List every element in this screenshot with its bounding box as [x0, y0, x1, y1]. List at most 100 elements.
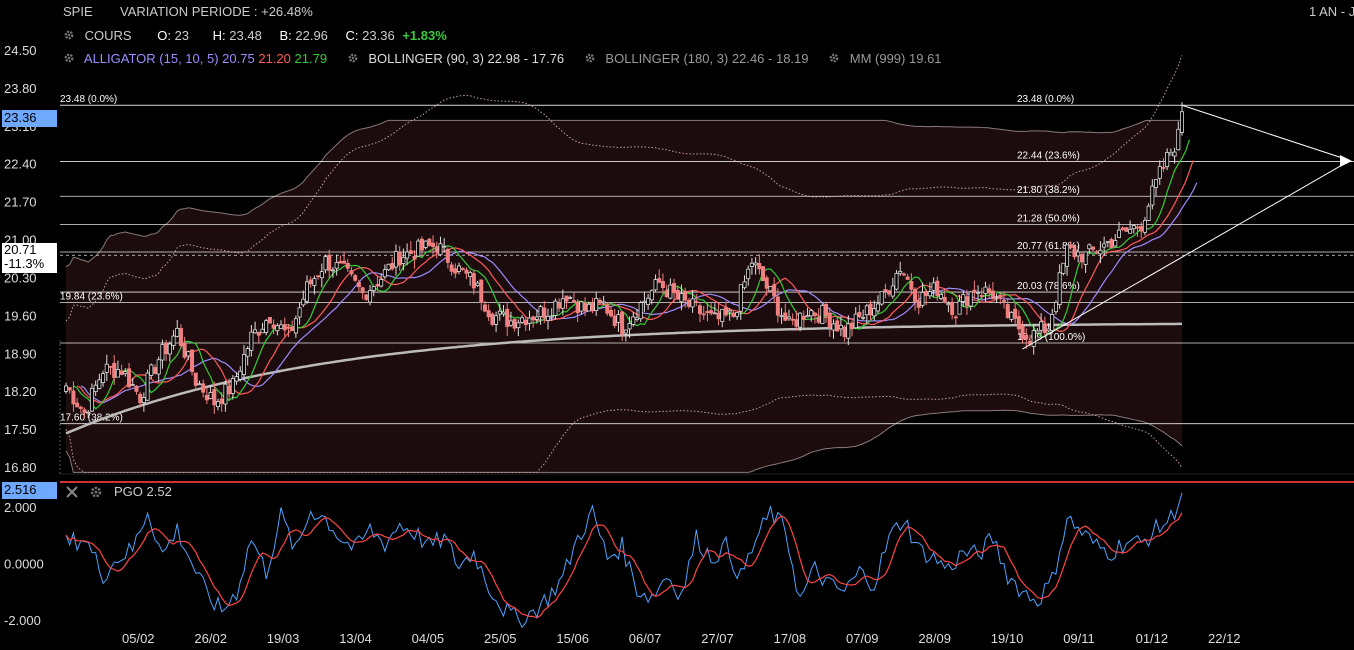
candle-body [842, 327, 847, 338]
x-tick-label: 28/09 [918, 631, 951, 646]
gear-icon[interactable] [63, 52, 75, 64]
candle-body [145, 372, 150, 401]
candle-body [779, 315, 784, 318]
candle-body [260, 328, 265, 334]
candle-body [449, 264, 454, 272]
candle-body [1168, 152, 1173, 156]
pgo-label: PGO 2.52 [114, 484, 172, 499]
candle-body [1146, 205, 1151, 221]
y-tick-label: 16.80 [4, 460, 37, 475]
candle-body [898, 270, 903, 274]
candle-body [694, 300, 699, 304]
candle-body [301, 298, 306, 306]
candle-body [827, 312, 832, 328]
candle-body [950, 301, 955, 315]
candle-body [312, 278, 317, 286]
candle-body [141, 397, 146, 403]
candle-body [123, 371, 128, 375]
candle-body [916, 300, 921, 308]
y-tick-label: 18.90 [4, 346, 37, 361]
candle-body [101, 373, 106, 383]
candle-body [201, 383, 206, 393]
candle-body [304, 281, 309, 302]
trendline-support [1022, 160, 1351, 350]
candle-body [742, 281, 747, 289]
candle-body [342, 260, 347, 264]
candle-body [316, 275, 321, 278]
candle-body [89, 387, 94, 412]
candle-body [1142, 219, 1147, 233]
candle-body [249, 331, 254, 351]
period-label[interactable]: 1 AN - J [1309, 4, 1354, 19]
gear-icon[interactable] [828, 52, 840, 64]
candle-body [953, 316, 958, 319]
candle-body [1002, 299, 1007, 302]
candle-body [835, 320, 840, 332]
bollinger-90-upper [65, 55, 1183, 322]
candle-body [575, 301, 580, 314]
gear-icon[interactable] [89, 485, 103, 499]
candle-body [683, 291, 688, 301]
candle-body [879, 291, 884, 305]
y-tick-label: 24.50 [4, 43, 37, 58]
candle-body [720, 308, 725, 323]
candle-body [812, 312, 817, 317]
candle-body [479, 279, 484, 303]
candle-body [968, 291, 973, 307]
candle-body [564, 295, 569, 302]
candle-body [230, 378, 235, 394]
candle-body [1150, 185, 1155, 206]
candle-body [516, 322, 521, 329]
candle-body [846, 323, 851, 339]
candle-body [924, 290, 929, 297]
candle-body [1109, 239, 1114, 249]
x-tick-label: 19/10 [991, 631, 1024, 646]
variation-label: VARIATION PERIODE : +26.48% [120, 4, 313, 19]
close-icon[interactable] [65, 485, 79, 499]
pgo-last-tag: 2.516 [2, 482, 57, 499]
candle-body [104, 363, 109, 373]
candle-body [1005, 304, 1010, 318]
candle-body [1116, 229, 1121, 238]
candle-body [490, 313, 495, 325]
candle-body [234, 376, 239, 382]
candle-body [668, 284, 673, 299]
candle-body [442, 245, 447, 248]
x-tick-label: 25/05 [484, 631, 517, 646]
candle-body [182, 343, 187, 358]
candle-body [850, 322, 855, 330]
cours-legend: COURS O: 23 H: 23.48 B: 22.96 C: 23.36 +… [63, 28, 447, 43]
candle-body [408, 250, 413, 255]
candle-body [735, 312, 740, 317]
candle-body [579, 301, 584, 312]
candle-body [508, 320, 513, 326]
candle-body [901, 273, 906, 276]
candle-body [642, 300, 647, 303]
candle-body [790, 318, 795, 321]
candle-body [757, 263, 762, 270]
bollinger-180-upper [65, 119, 1182, 268]
candle-body [423, 240, 428, 248]
candle-body [631, 316, 636, 325]
candle-body [1068, 244, 1073, 248]
pgo-line [65, 492, 1183, 629]
gear-icon[interactable] [584, 52, 596, 64]
x-tick-label: 05/02 [122, 631, 155, 646]
candle-body [653, 279, 658, 291]
candle-body [1154, 179, 1159, 188]
y-tick-label: 22.40 [4, 157, 37, 172]
x-tick-label: 26/02 [194, 631, 227, 646]
gear-icon[interactable] [63, 29, 75, 41]
candle-body [286, 326, 291, 329]
candle-body [330, 269, 335, 272]
candle-body [786, 316, 791, 320]
candle-body [983, 286, 988, 294]
candle-body [108, 365, 113, 368]
candle-body [67, 387, 72, 391]
gear-icon[interactable] [347, 52, 359, 64]
candle-body [471, 273, 476, 289]
candle-body [1065, 244, 1070, 267]
candle-body [1076, 251, 1081, 257]
x-tick-label: 06/07 [629, 631, 662, 646]
